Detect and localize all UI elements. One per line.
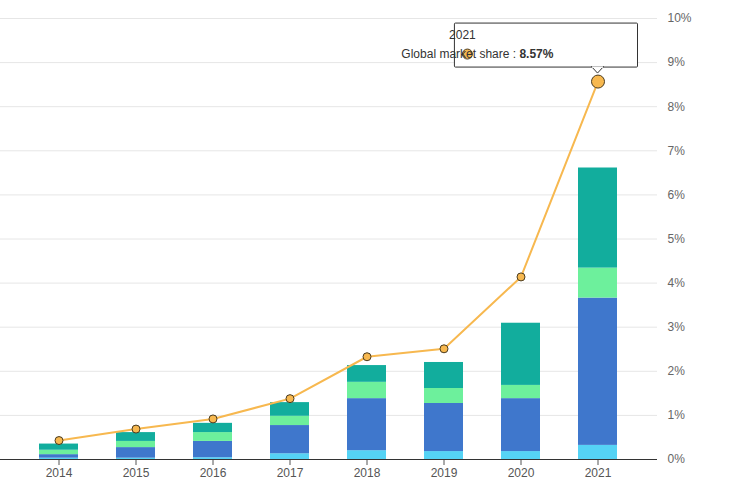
svg-text:5%: 5% — [668, 232, 686, 246]
svg-text:6%: 6% — [668, 188, 686, 202]
svg-text:2020: 2020 — [508, 466, 535, 480]
svg-text:2021: 2021 — [449, 28, 476, 42]
svg-text:0%: 0% — [668, 452, 686, 466]
svg-text:2019: 2019 — [431, 466, 458, 480]
svg-text:2017: 2017 — [277, 466, 304, 480]
svg-text:1%: 1% — [668, 408, 686, 422]
svg-text:3%: 3% — [668, 320, 686, 334]
svg-text:2021: 2021 — [585, 466, 612, 480]
svg-text:8%: 8% — [668, 100, 686, 114]
svg-text:2014: 2014 — [46, 466, 73, 480]
svg-text:2016: 2016 — [200, 466, 227, 480]
svg-text:2018: 2018 — [354, 466, 381, 480]
svg-text:2%: 2% — [668, 364, 686, 378]
svg-text:2015: 2015 — [123, 466, 150, 480]
svg-text:9%: 9% — [668, 55, 686, 69]
svg-text:4%: 4% — [668, 276, 686, 290]
svg-text:10%: 10% — [668, 11, 692, 25]
svg-text:7%: 7% — [668, 144, 686, 158]
svg-text:Global market share : 8.57%: Global market share : 8.57% — [401, 47, 553, 61]
